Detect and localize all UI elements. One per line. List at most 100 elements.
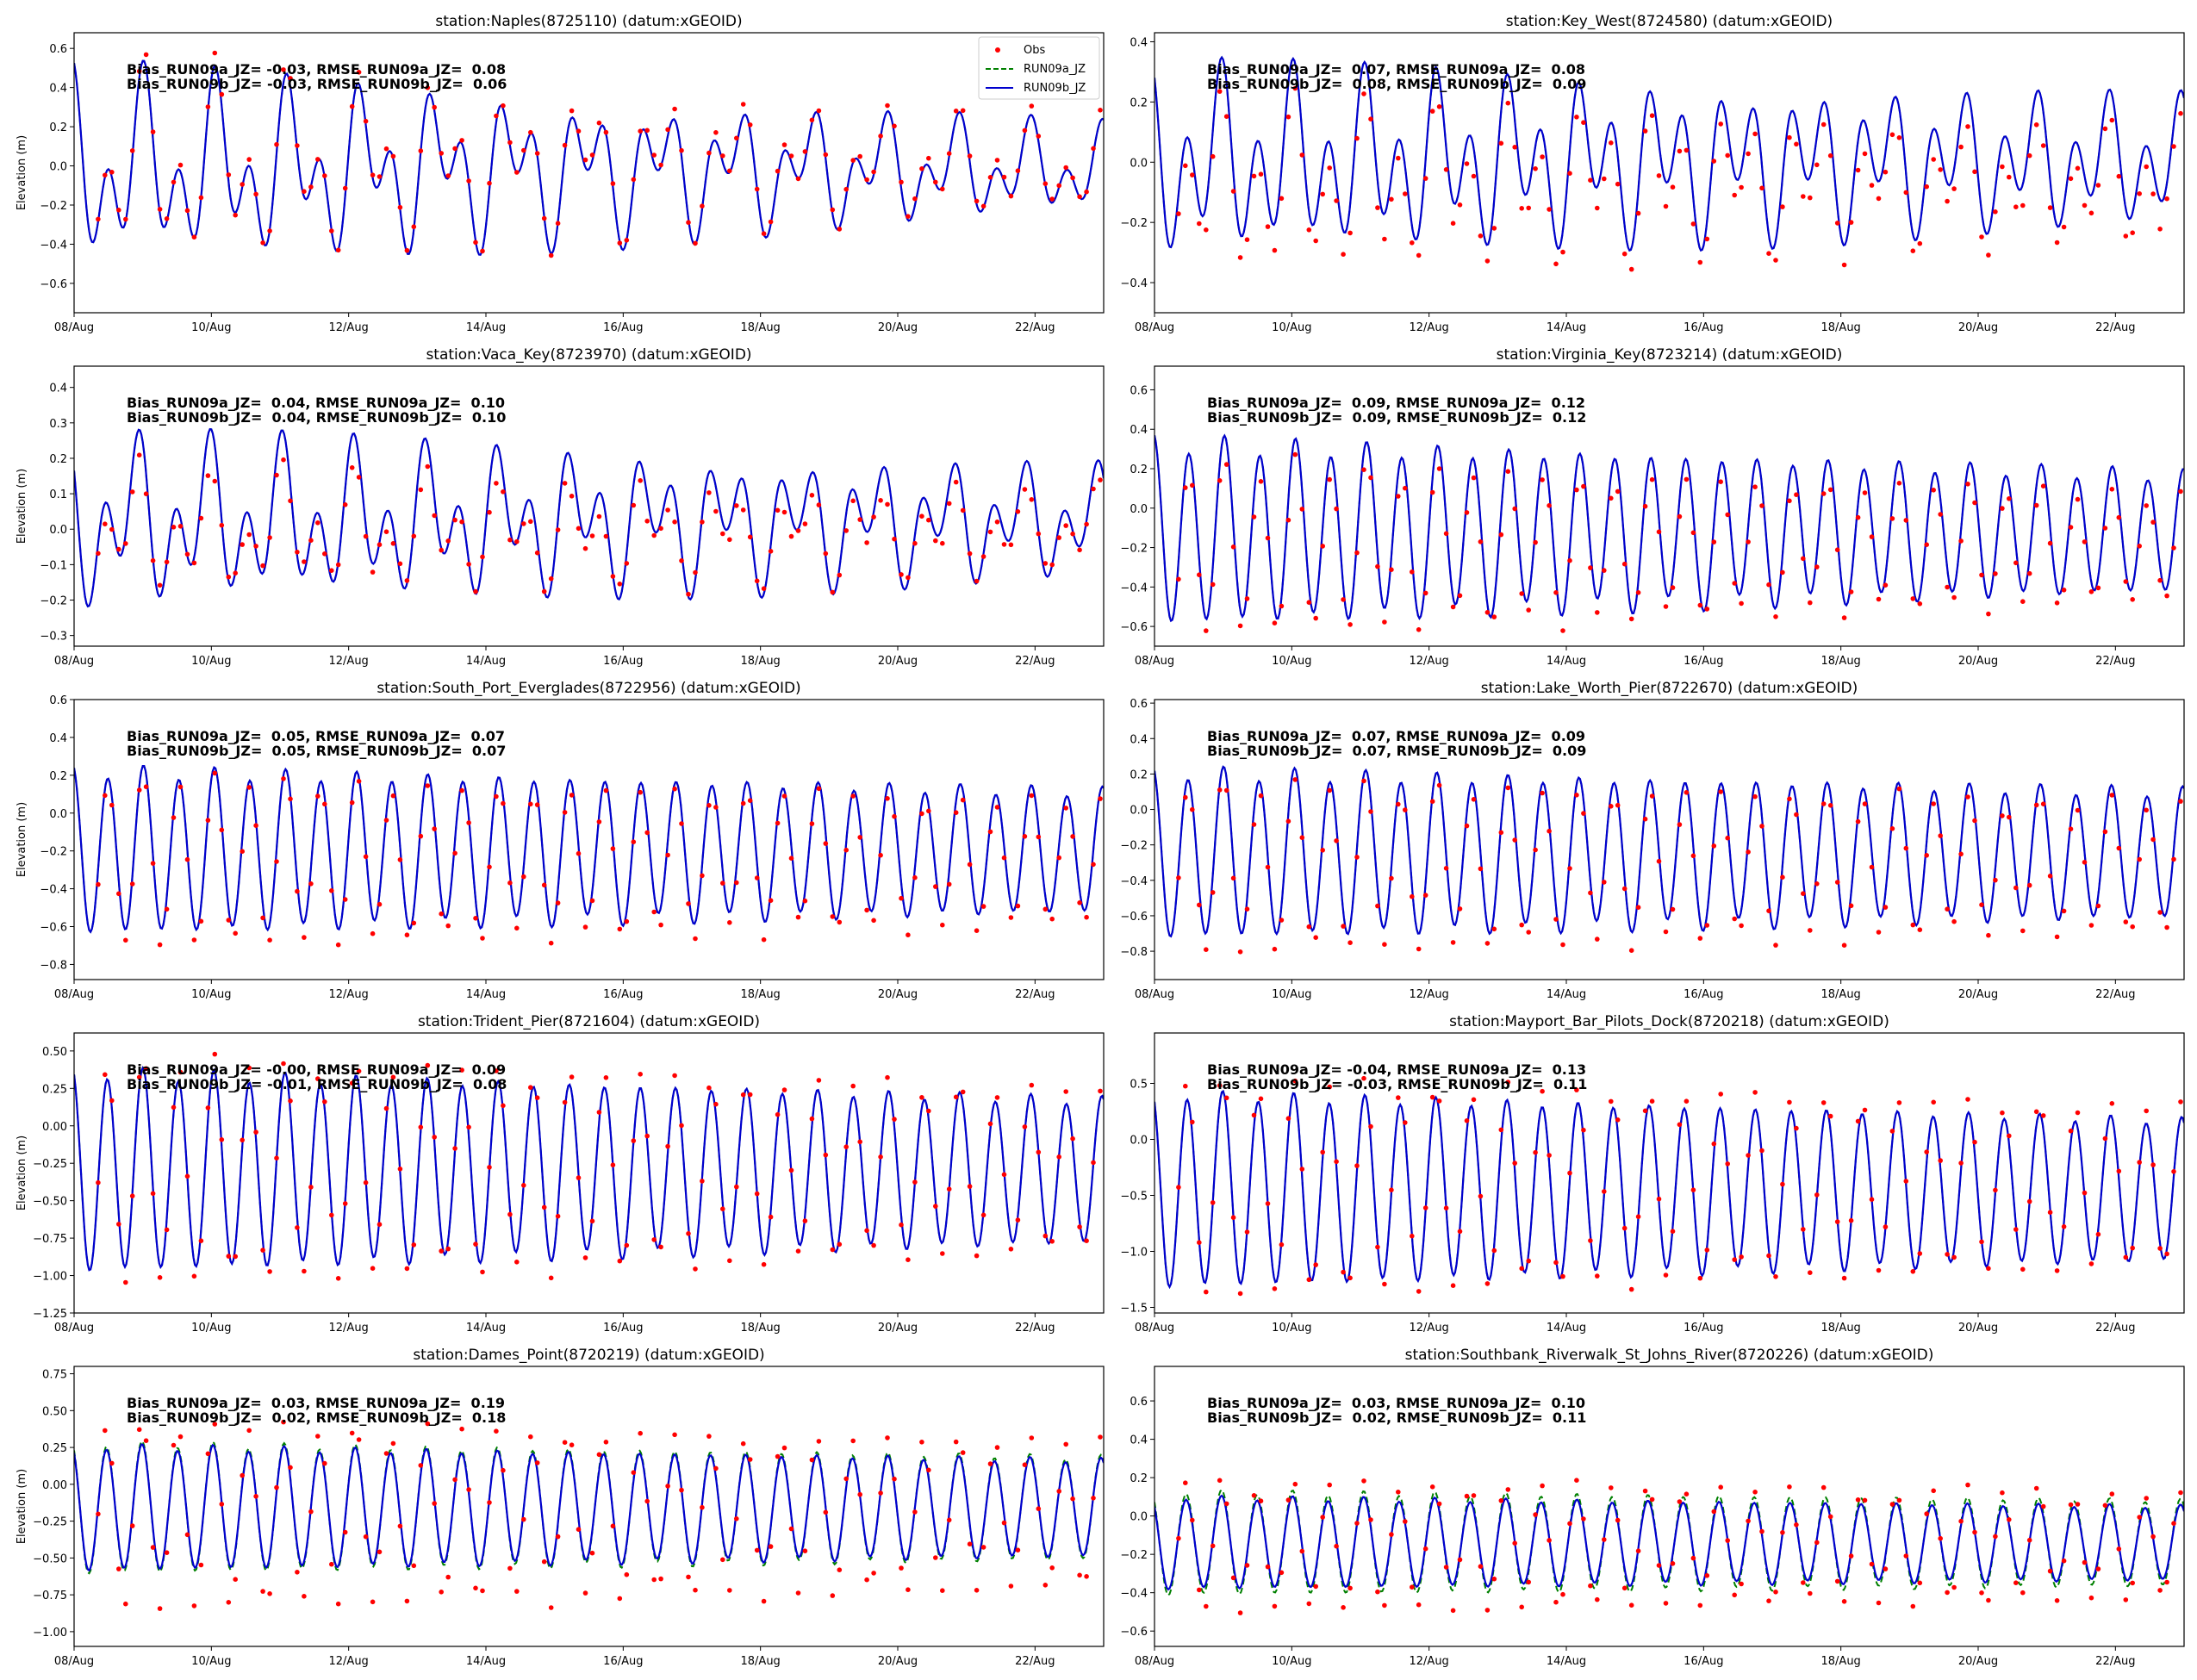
obs-point [1794, 141, 1799, 147]
obs-point [103, 172, 108, 178]
obs-point [1416, 1289, 1422, 1294]
obs-point [1841, 615, 1847, 620]
obs-point [2178, 488, 2183, 495]
obs-point [2082, 860, 2088, 865]
obs-point [1299, 1167, 1305, 1172]
stats-text: Bias_RUN09a_JZ= -0.04, RMSE_RUN09a_JZ= 0… [1207, 1061, 1586, 1078]
obs-point [603, 129, 609, 135]
obs-point [1560, 942, 1565, 948]
obs-point [1526, 930, 1531, 935]
obs-point [397, 1167, 403, 1172]
obs-point [926, 517, 931, 523]
obs-point [1091, 146, 1096, 152]
obs-point [123, 1601, 128, 1607]
obs-point [1265, 1201, 1271, 1206]
obs-point [1327, 165, 1332, 171]
obs-point [1684, 476, 1690, 482]
obs-point [740, 1092, 746, 1098]
obs-point [1292, 1481, 1298, 1487]
obs-point [1670, 1229, 1676, 1234]
obs-point [233, 1577, 239, 1582]
obs-point [1931, 157, 1936, 162]
obs-point [1794, 492, 1799, 497]
obs-point [1917, 601, 1923, 607]
obs-point [679, 1123, 684, 1129]
obs-point [1429, 1484, 1435, 1490]
obs-point [857, 1491, 862, 1497]
obs-point [638, 128, 643, 134]
obs-point [720, 1557, 725, 1563]
obs-point [1628, 266, 1634, 272]
obs-point [1855, 1118, 1861, 1124]
obs-point [2137, 856, 2142, 862]
obs-point [1848, 589, 1854, 594]
y-tick-label: 0.00 [42, 1121, 67, 1134]
obs-point [383, 1451, 389, 1456]
obs-point [631, 177, 637, 183]
stats-text: Bias_RUN09a_JZ= 0.07, RMSE_RUN09a_JZ= 0.… [1207, 728, 1585, 744]
obs-point [1015, 1217, 1021, 1223]
obs-point [116, 208, 121, 213]
obs-point [658, 922, 663, 928]
obs-point [404, 1266, 410, 1272]
obs-point [501, 1103, 506, 1109]
obs-point [212, 1051, 218, 1057]
obs-point [1084, 914, 1089, 920]
obs-point [899, 895, 904, 901]
obs-point [1869, 864, 1875, 870]
obs-point [631, 1470, 637, 1475]
obs-point [177, 1069, 184, 1075]
x-tick-label: 18/Aug [741, 1655, 781, 1668]
obs-point [2171, 856, 2176, 862]
obs-point [1382, 1281, 1387, 1287]
obs-point [342, 1529, 348, 1535]
obs-point [700, 520, 705, 525]
obs-point [1505, 100, 1511, 106]
obs-point [1684, 790, 1690, 795]
obs-point [1292, 777, 1298, 782]
obs-point [665, 1484, 670, 1489]
obs-point [582, 545, 588, 551]
obs-point [1739, 923, 1744, 929]
axes-frame [1154, 1366, 2185, 1647]
obs-point [1924, 184, 1929, 190]
x-tick-label: 08/Aug [1135, 1655, 1174, 1668]
obs-point [150, 1545, 156, 1550]
plot-area [74, 50, 1104, 258]
x-tick-label: 18/Aug [1821, 1655, 1861, 1668]
obs-point [1429, 109, 1435, 114]
obs-point [1725, 835, 1730, 841]
obs-point [589, 1550, 595, 1556]
obs-point [1519, 591, 1524, 596]
obs-point [1814, 162, 1820, 168]
obs-point [2000, 1490, 2005, 1496]
obs-point [720, 1206, 725, 1211]
obs-point [1965, 794, 1970, 800]
obs-point [274, 1484, 279, 1490]
obs-point [452, 146, 457, 152]
obs-point [555, 1213, 561, 1219]
obs-point [1649, 476, 1655, 482]
obs-point [1547, 503, 1552, 508]
obs-point [1512, 837, 1517, 843]
obs-point [1615, 488, 1621, 495]
series-run09b-line [1155, 433, 2184, 623]
obs-point [747, 1092, 753, 1098]
obs-point [439, 1590, 444, 1595]
stats-text: Bias_RUN09a_JZ= 0.03, RMSE_RUN09a_JZ= 0.… [127, 1395, 505, 1411]
obs-point [1862, 490, 1868, 495]
obs-point [1491, 926, 1497, 932]
obs-point [1869, 183, 1875, 188]
obs-point [1540, 477, 1545, 482]
obs-point [308, 881, 314, 887]
y-tick-label: 0.2 [1130, 96, 1148, 109]
obs-point [2171, 545, 2176, 551]
obs-point [487, 1500, 492, 1505]
obs-point [1649, 793, 1655, 799]
obs-point [1190, 1517, 1195, 1523]
obs-point [1938, 512, 1943, 517]
obs-point [171, 1104, 177, 1111]
obs-point [2020, 1266, 2026, 1272]
obs-point [734, 503, 739, 508]
obs-point [288, 1465, 293, 1471]
